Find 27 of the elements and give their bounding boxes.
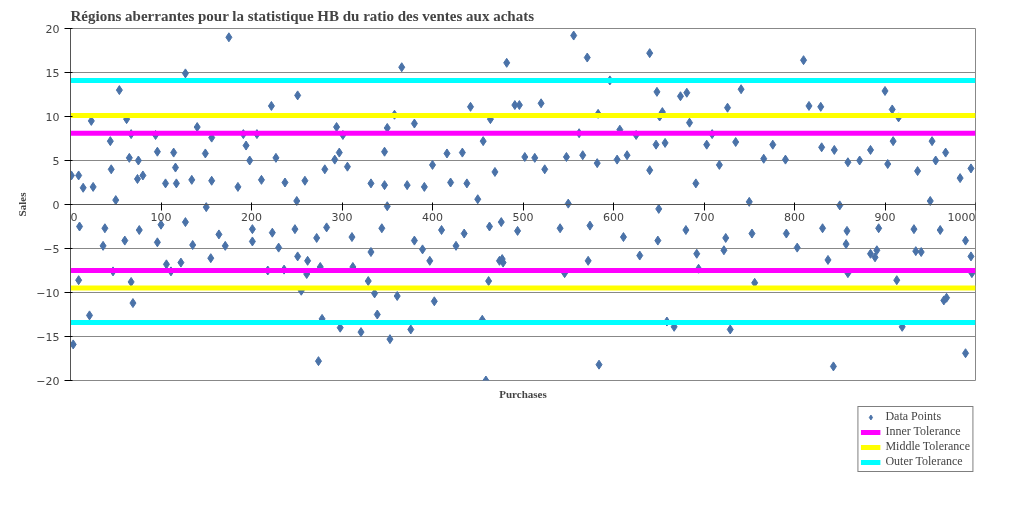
- x-axis-title: Purchases: [499, 387, 548, 400]
- x-tick-label: 800: [784, 210, 805, 224]
- legend-label: Outer Tolerance: [885, 454, 963, 469]
- x-tick-label: 500: [512, 210, 534, 224]
- chart-title: Régions aberrantes pour la statistique HB du ratio des ventes aux achats: [70, 7, 535, 24]
- x-tick-label: 300: [331, 210, 353, 224]
- y-tick-label: −15: [36, 330, 60, 344]
- y-tick-label: −5: [43, 242, 60, 256]
- y-tick-label: 5: [52, 154, 60, 168]
- y-tick-label: 20: [45, 22, 60, 36]
- x-tick-label: 900: [874, 210, 896, 224]
- x-tick-label: 400: [422, 210, 443, 224]
- y-tick-label: 0: [52, 198, 60, 212]
- legend-label: Data Points: [885, 409, 942, 424]
- legend-label: Inner Tolerance: [885, 424, 961, 439]
- x-tick-label: 700: [693, 210, 715, 224]
- y-tick-label: 10: [45, 110, 60, 124]
- x-tick-label: 0: [70, 210, 78, 224]
- x-tick-label: 1000: [947, 210, 976, 224]
- y-tick-label: 15: [45, 66, 60, 80]
- y-tick-label: −20: [36, 374, 60, 388]
- x-tick-label: 600: [603, 210, 624, 224]
- y-tick-label: −10: [36, 286, 60, 300]
- x-tick-label: 100: [150, 210, 172, 224]
- legend-label: Middle Tolerance: [885, 439, 970, 454]
- x-tick-label: 200: [241, 210, 262, 224]
- y-axis-title: Sales: [16, 191, 29, 217]
